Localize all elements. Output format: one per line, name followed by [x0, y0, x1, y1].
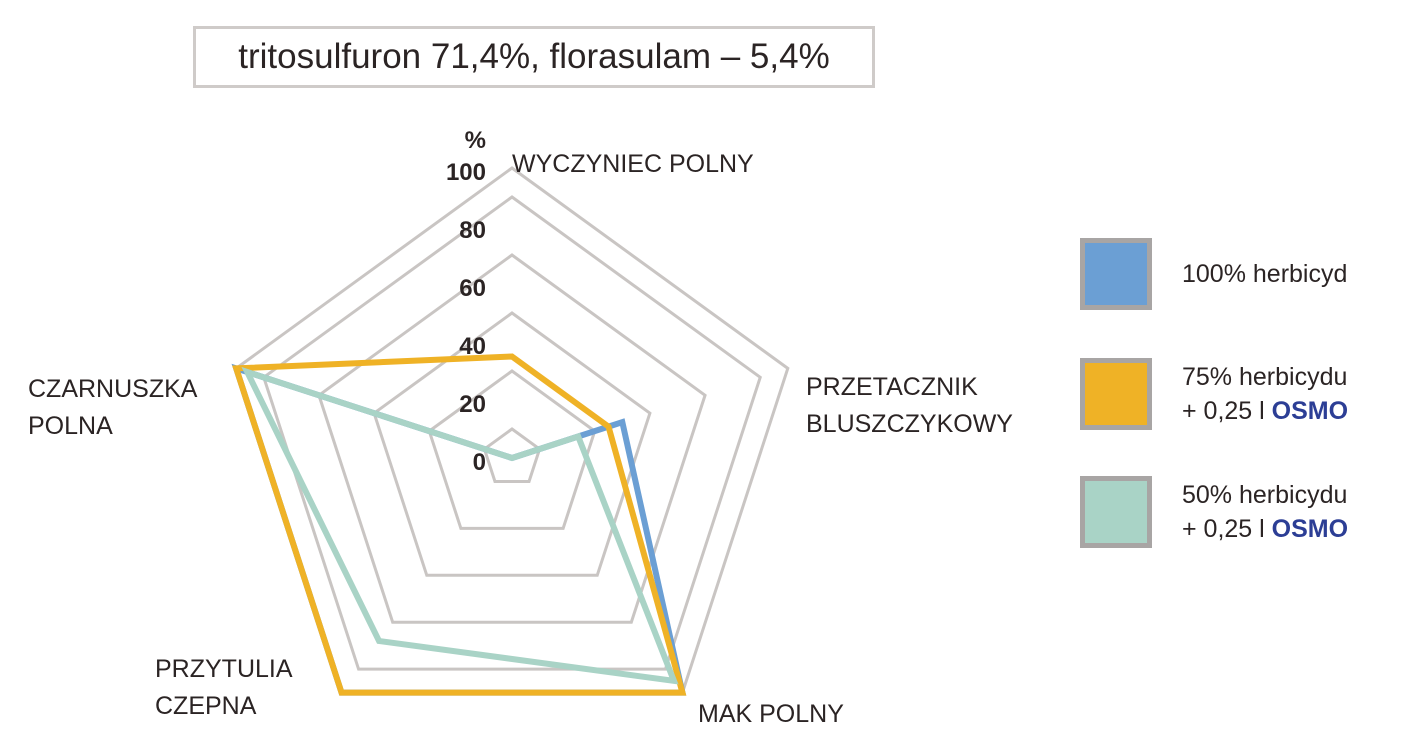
axis-label-line: BLUSZCZYKOWY [806, 410, 1013, 438]
legend-label: 50% herbicydu + 0,25 l OSMO [1182, 478, 1348, 546]
grid-ring [427, 369, 597, 530]
axis-label: PRZYTULIA CZEPNA [155, 655, 293, 720]
axis-label-line: CZEPNA [155, 692, 257, 720]
legend-label-line2: + 0,25 l OSMO [1182, 512, 1348, 546]
legend-swatch [1080, 358, 1152, 430]
tick-label: 80 [459, 217, 486, 244]
legend-label-line2: + 0,25 l OSMO [1182, 394, 1348, 428]
grid-ring [372, 311, 652, 577]
legend-label-line1: 75% herbicydu [1182, 363, 1348, 391]
unit-label: % [465, 127, 486, 154]
tick-label: 60 [459, 275, 486, 302]
radar-series [231, 353, 687, 696]
grid-ring [262, 195, 762, 671]
osmo-brand: OSMO [1271, 397, 1349, 425]
axis-label: WYCZYNIEC POLNY [512, 150, 754, 178]
axis-label: PRZETACZNIK BLUSZCZYKOWY [806, 373, 1013, 438]
legend-label: 100% herbicyd [1182, 257, 1347, 291]
axis-label-line: MAK POLNY [698, 700, 844, 728]
axis-label-line: WYCZYNIEC POLNY [512, 150, 754, 178]
axis-label-line: POLNA [28, 412, 113, 440]
osmo-brand: OSMO [1271, 515, 1349, 543]
legend-label-line1: 50% herbicydu [1182, 481, 1348, 509]
axis-label-line: PRZYTULIA [155, 655, 293, 683]
legend-swatch [1080, 476, 1152, 548]
axis-label: CZARNUSZKA POLNA [28, 375, 198, 440]
series-line-3 [241, 366, 679, 685]
tick-label: 20 [459, 391, 486, 418]
grid-ring [317, 253, 707, 624]
axis-label-line: PRZETACZNIK [806, 373, 978, 401]
legend-label: 75% herbicydu + 0,25 l OSMO [1182, 360, 1348, 428]
legend-swatch [1080, 238, 1152, 310]
legend-dose: + 0,25 l [1182, 515, 1272, 543]
axis-label: MAK POLNY [698, 700, 844, 728]
tick-label: 0 [473, 449, 486, 476]
legend-item-100-herbicyd: 100% herbicyd [1080, 238, 1347, 310]
tick-label: 100 [446, 159, 486, 186]
chart-title: tritosulfuron 71,4%, florasulam – 5,4% [193, 26, 875, 88]
axis-label-line: CZARNUSZKA [28, 375, 198, 403]
grid-ring [482, 427, 542, 483]
axis-labels: WYCZYNIEC POLNY PRZETACZNIK BLUSZCZYKOWY MA… [28, 150, 1013, 728]
legend-item-75-herbicydu-osmo: 75% herbicydu + 0,25 l OSMO [1080, 358, 1348, 430]
legend-item-50-herbicydu-osmo: 50% herbicydu + 0,25 l OSMO [1080, 476, 1348, 548]
legend-dose: + 0,25 l [1182, 397, 1272, 425]
series-line-2 [232, 353, 687, 696]
legend-label-line1: 100% herbicyd [1182, 260, 1348, 288]
